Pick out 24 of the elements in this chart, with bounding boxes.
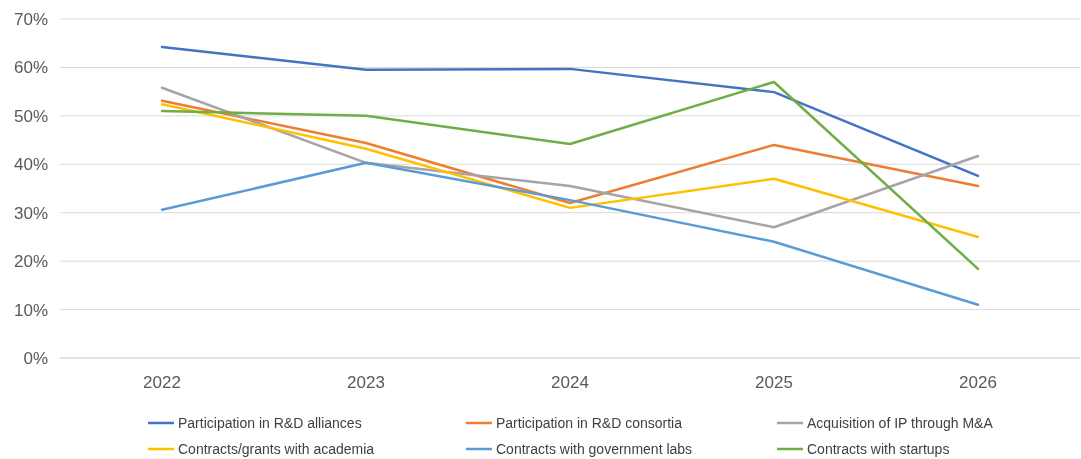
y-tick-label: 40% (13, 155, 48, 175)
y-tick-label: 60% (13, 58, 48, 78)
legend-label: Contracts with startups (807, 440, 950, 457)
line-series (160, 80, 980, 271)
x-tick-label: 2025 (755, 373, 793, 392)
x-tick-label: 2022 (143, 373, 181, 392)
x-tick-label: 2023 (347, 373, 385, 392)
legend-label: Participation in R&D consortia (496, 414, 683, 431)
y-tick-label: 70% (13, 9, 48, 29)
y-tick-label: 10% (13, 300, 48, 320)
line-series (160, 86, 980, 229)
y-tick-label: 20% (13, 252, 48, 272)
line-series (160, 161, 980, 306)
x-tick-label: 2026 (959, 373, 997, 392)
x-tick-label: 2024 (551, 373, 589, 392)
line-series (160, 45, 980, 178)
legend-label: Acquisition of IP through M&A (807, 414, 994, 431)
y-tick-label: 50% (13, 106, 48, 126)
y-tick-label: 30% (13, 203, 48, 223)
legend-label: Participation in R&D alliances (178, 414, 362, 431)
line-series (160, 102, 980, 239)
legend-label: Contracts/grants with academia (178, 440, 375, 457)
legend-label: Contracts with government labs (496, 440, 693, 457)
y-tick-label: 0% (23, 348, 48, 368)
